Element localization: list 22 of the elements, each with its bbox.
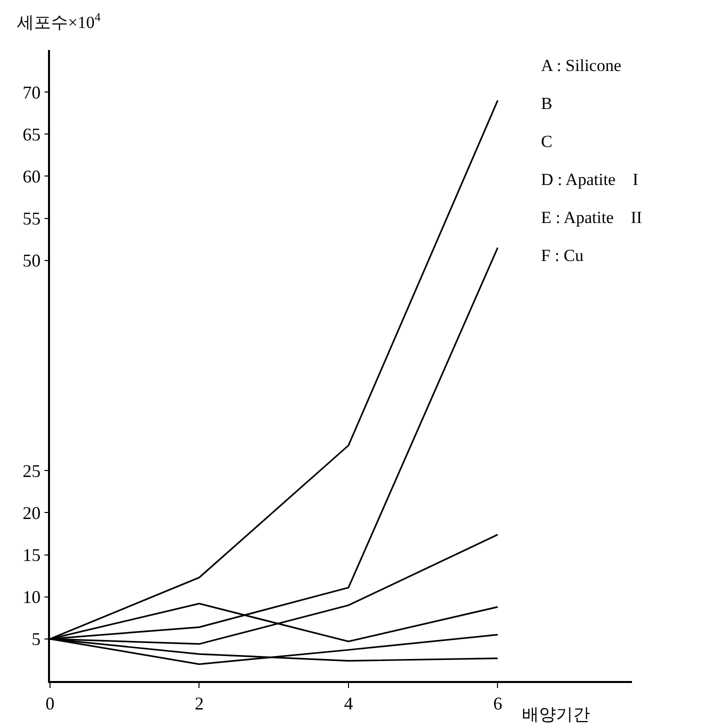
y-tick-label: 15 xyxy=(22,545,41,566)
y-tick-label: 10 xyxy=(22,587,41,608)
y-tick-label: 55 xyxy=(22,208,41,229)
annotation: C xyxy=(541,132,552,151)
annotation: A : Silicone xyxy=(541,56,622,75)
annotation: B xyxy=(541,94,552,113)
y-tick-label: 50 xyxy=(22,250,41,271)
annotation: D : Apatite I xyxy=(541,170,639,189)
x-tick-label: 2 xyxy=(194,693,204,714)
y-tick-label: 20 xyxy=(22,503,41,524)
y-tick-label: 5 xyxy=(32,629,41,650)
y-tick-label: 70 xyxy=(22,82,41,102)
annotation: F : Cu xyxy=(541,246,584,265)
y-tick-label: 60 xyxy=(22,166,41,186)
x-tick-label: 0 xyxy=(46,693,54,714)
x-axis-title: 배양기간 xyxy=(522,705,590,724)
y-tick-label: 65 xyxy=(22,124,41,144)
y-tick-label: 25 xyxy=(22,460,41,481)
y-axis-title: 세포수×10$^{4}$ xyxy=(17,10,101,32)
annotation: E : Apatite II xyxy=(541,208,642,227)
x-tick-label: 6 xyxy=(493,693,502,714)
x-tick-label: 4 xyxy=(344,693,353,714)
